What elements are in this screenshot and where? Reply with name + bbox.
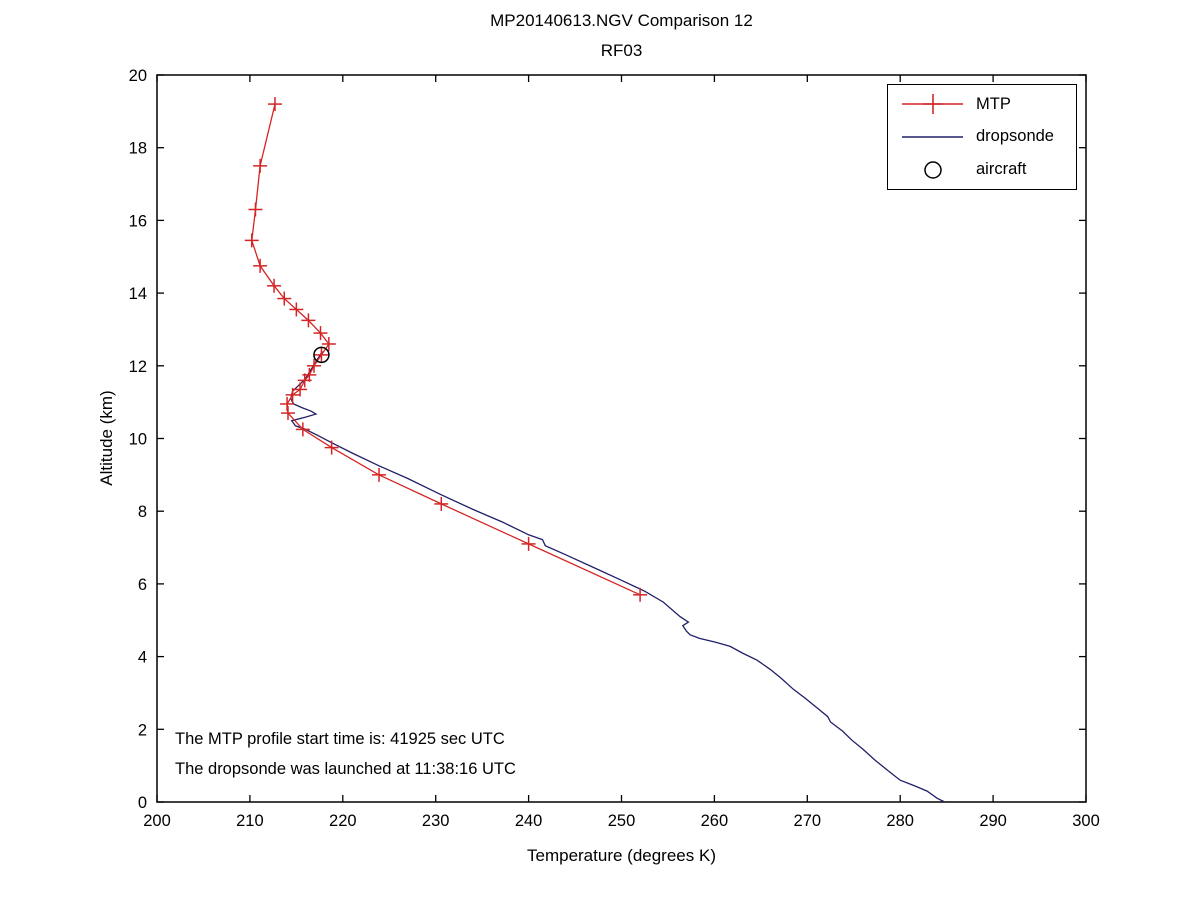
y-tick-label: 20 (129, 67, 147, 85)
y-tick-label: 16 (129, 212, 147, 230)
x-tick-label: 260 (701, 812, 729, 830)
x-tick-label: 300 (1072, 812, 1100, 830)
x-tick-label: 280 (886, 812, 914, 830)
x-tick-label: 270 (794, 812, 822, 830)
legend-label-mtp: MTP (976, 94, 1011, 113)
x-tick-label: 290 (979, 812, 1007, 830)
aircraft-marker (313, 346, 330, 364)
y-tick-label: 4 (138, 649, 147, 667)
mtp-marker (521, 536, 536, 551)
x-tick-label: 230 (422, 812, 450, 830)
y-tick-label: 2 (138, 721, 147, 739)
chart-title-line1: MP20140613.NGV Comparison 12 (490, 11, 753, 30)
y-tick-label: 8 (138, 503, 147, 521)
mtp-marker (267, 97, 282, 112)
annotation-mtp-start-time: The MTP profile start time is: 41925 sec… (175, 730, 505, 748)
legend-item-dropsonde: dropsonde (888, 121, 1076, 153)
mtp-marker (253, 258, 268, 273)
y-tick-label: 0 (138, 794, 147, 812)
mtp-line-plus-icon (902, 94, 963, 115)
dropsonde-line (290, 350, 946, 803)
mtp-marker (321, 336, 336, 351)
mtp-marker (267, 278, 282, 293)
chart-title: MP20140613.NGV Comparison 12 RF03 (157, 6, 1086, 66)
mtp-marker (301, 313, 316, 328)
mtp-marker (248, 202, 263, 217)
mtp-marker (297, 373, 312, 388)
aircraft-legend-circle (924, 160, 942, 179)
chart-title-line2: RF03 (600, 41, 643, 60)
mtp-marker (313, 326, 328, 341)
x-axis-label: Temperature (degrees K) (527, 846, 716, 865)
mtp-marker (293, 382, 308, 397)
mtp-marker (253, 158, 268, 173)
y-tick-label: 10 (129, 431, 147, 449)
legend-label-dropsonde: dropsonde (976, 127, 1054, 146)
aircraft-circle-icon (924, 160, 942, 179)
mtp-marker (633, 587, 648, 602)
y-tick-label: 12 (129, 358, 147, 376)
mtp-marker (244, 233, 259, 248)
x-tick-label: 200 (143, 812, 171, 830)
mtp-marker (285, 387, 300, 402)
x-tick-label: 220 (329, 812, 357, 830)
x-tick-label: 250 (608, 812, 636, 830)
mtp-marker (289, 302, 304, 317)
x-tick-label: 210 (236, 812, 264, 830)
mtp-marker (307, 358, 322, 373)
y-tick-label: 18 (129, 140, 147, 158)
mtp-line (251, 103, 641, 596)
dropsonde-line-icon (902, 136, 963, 138)
mtp-marker (434, 496, 449, 511)
x-tick-label: 240 (515, 812, 543, 830)
mtp-marker (280, 396, 295, 411)
legend-label-aircraft: aircraft (976, 160, 1027, 179)
mtp-marker (295, 422, 310, 437)
annotation-dropsonde-launch-time: The dropsonde was launched at 11:38:16 U… (175, 760, 516, 778)
legend-item-mtp: MTP (888, 88, 1076, 120)
legend-box: MTP dropsonde aircraft (887, 84, 1077, 190)
mtp-marker (314, 347, 329, 362)
y-tick-label: 6 (138, 576, 147, 594)
legend-item-aircraft: aircraft (888, 154, 1076, 186)
y-tick-label: 14 (129, 285, 147, 303)
mtp-marker (372, 467, 387, 482)
mtp-marker (280, 406, 295, 421)
mtp-marker (277, 291, 292, 306)
mtp-marker (324, 440, 339, 455)
y-axis-label: Altitude (km) (97, 390, 116, 486)
